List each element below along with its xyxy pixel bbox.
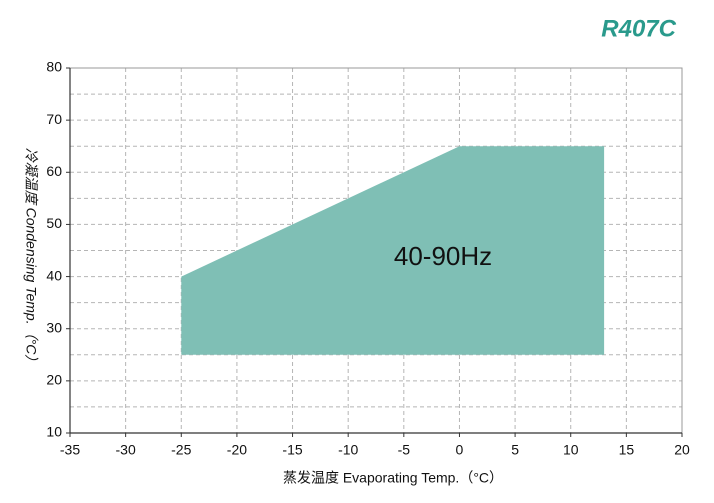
x-tick-label: 10 [563,442,579,458]
x-tick-label: -15 [282,442,302,458]
x-tick-label: 5 [511,442,519,458]
y-tick-label: 50 [46,215,62,231]
region-label: 40-90Hz [394,241,492,271]
x-tick-label: -30 [116,442,136,458]
y-axis-label: 冷凝温度 Condensing Temp.（°C） [23,148,39,369]
x-tick-label: 0 [456,442,464,458]
x-tick-label: 15 [619,442,635,458]
x-tick-label: -5 [398,442,411,458]
y-tick-label: 20 [46,372,62,388]
x-tick-label: -10 [338,442,358,458]
x-tick-label: -35 [60,442,80,458]
y-tick-label: 80 [46,59,62,75]
y-tick-label: 70 [46,111,62,127]
x-tick-label: 20 [674,442,690,458]
x-tick-label: -20 [227,442,247,458]
y-tick-label: 40 [46,267,62,283]
y-tick-label: 60 [46,163,62,179]
y-tick-label: 10 [46,424,62,440]
y-tick-label: 30 [46,319,62,335]
x-tick-label: -25 [171,442,191,458]
operating-envelope [181,146,605,355]
x-axis-label: 蒸发温度 Evaporating Temp.（°C） [283,470,503,486]
chart-title: R407C [601,15,676,42]
